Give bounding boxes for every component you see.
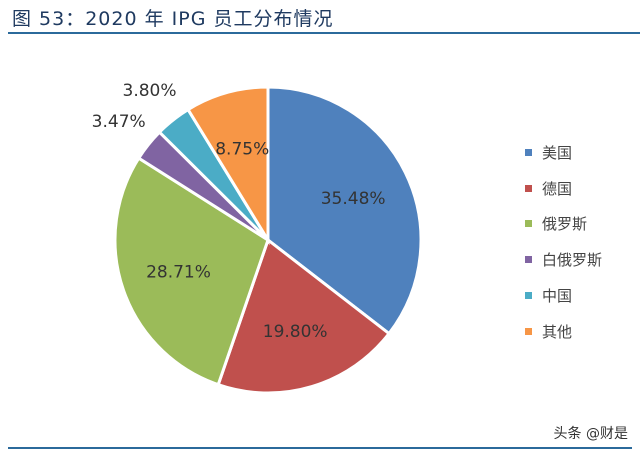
data-label-1: 19.80% [263, 322, 328, 342]
legend-item: 俄罗斯 [525, 213, 587, 234]
pie-slice-0 [266, 85, 423, 336]
pie-slice-1 [216, 237, 392, 395]
data-label-2: 28.71% [146, 262, 211, 282]
legend-swatch [525, 184, 532, 192]
legend-item: 德国 [525, 178, 572, 199]
legend-label: 白俄罗斯 [542, 251, 603, 270]
data-label-0: 35.48% [321, 189, 386, 209]
chart-title: 图 53：2020 年 IPG 员工分布情况 [12, 8, 334, 30]
legend-label: 美国 [542, 144, 573, 162]
data-label-4: 3.80% [123, 81, 177, 101]
legend-swatch [525, 291, 532, 299]
legend-label: 俄罗斯 [542, 215, 588, 234]
pie-slice-5 [186, 85, 270, 246]
legend-item: 美国 [525, 142, 572, 163]
legend-label: 德国 [542, 179, 573, 198]
legend-swatch [525, 327, 532, 335]
legend-item: 其他 [525, 321, 572, 342]
legend-swatch [525, 220, 532, 228]
legend-swatch [525, 149, 532, 156]
watermark: 头条 @财是 [553, 426, 628, 442]
legend-item: 白俄罗斯 [525, 249, 602, 270]
title-divider [8, 32, 640, 34]
legend-item: 中国 [525, 285, 572, 306]
legend-label: 中国 [542, 286, 573, 305]
bottom-divider [8, 447, 632, 449]
data-label-5: 8.75% [215, 140, 269, 160]
legend-label: 其他 [542, 322, 573, 341]
pie-slice-2 [113, 156, 270, 387]
data-label-3: 3.47% [92, 112, 146, 132]
legend-swatch [525, 256, 532, 264]
